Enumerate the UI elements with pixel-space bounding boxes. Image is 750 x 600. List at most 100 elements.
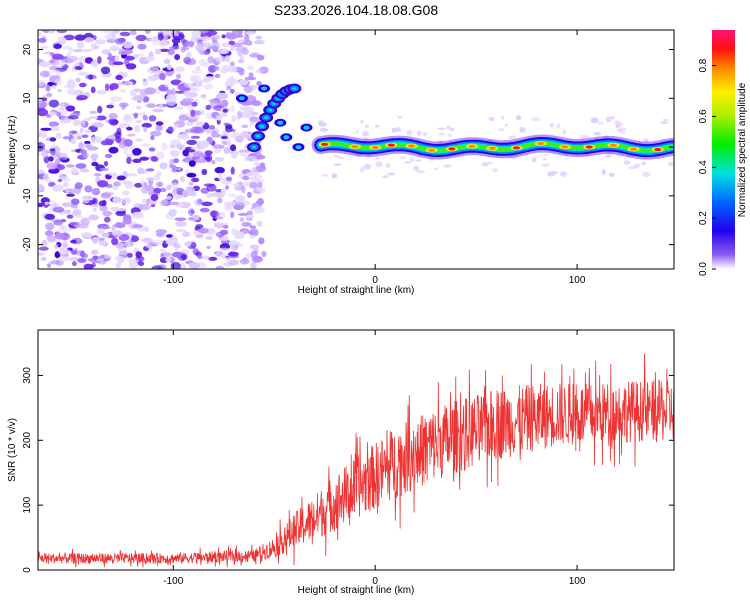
noise-blob [229, 61, 235, 67]
noise-blob [39, 46, 49, 49]
noise-blob [193, 151, 200, 157]
noise-blob [169, 158, 174, 167]
noise-blob [504, 123, 508, 127]
noise-blob [230, 245, 238, 251]
noise-blob [120, 88, 126, 93]
noise-blob [62, 209, 71, 214]
noise-blob [241, 110, 252, 117]
noise-blob [54, 243, 58, 250]
noise-blob [133, 112, 139, 119]
noise-blob [230, 105, 235, 112]
noise-blob [165, 71, 173, 77]
noise-blob [65, 164, 75, 168]
noise-blob [101, 49, 111, 55]
noise-blob [38, 202, 44, 208]
noise-blob [134, 182, 143, 188]
noise-blob [131, 211, 144, 219]
ridge-peak-core [428, 148, 436, 152]
curve-blob-center [264, 116, 269, 119]
noise-blob [238, 59, 245, 64]
noise-blob [88, 74, 93, 80]
noise-blob [68, 256, 80, 262]
noise-blob [60, 103, 65, 111]
noise-blob [43, 30, 49, 34]
noise-blob [542, 158, 547, 161]
noise-blob [62, 181, 69, 188]
noise-blob [203, 83, 214, 90]
noise-blob [84, 140, 91, 145]
noise-blob [391, 127, 396, 133]
noise-blob [195, 44, 204, 52]
noise-blob [186, 172, 197, 178]
noise-blob [83, 263, 94, 269]
noise-blob [237, 50, 243, 57]
noise-blob [586, 135, 590, 138]
noise-blob [191, 76, 198, 83]
noise-blob [197, 198, 203, 205]
ridge-peak-core [351, 145, 359, 149]
noise-blob [119, 31, 131, 37]
curve-blob-center [260, 125, 265, 128]
noise-blob [62, 242, 69, 248]
noise-blob [611, 116, 615, 120]
noise-blob [187, 40, 195, 48]
noise-blob [413, 165, 420, 171]
noise-blob [256, 179, 265, 183]
noise-blob [124, 241, 133, 248]
noise-blob [188, 262, 201, 269]
x-tick-label: -100 [163, 275, 183, 286]
noise-blob [230, 211, 235, 219]
noise-blob [110, 83, 119, 90]
noise-blob [214, 73, 221, 78]
noise-blob [147, 75, 158, 82]
noise-blob [255, 155, 266, 160]
noise-blob [91, 122, 104, 128]
noise-blob [199, 30, 209, 34]
noise-blob [158, 40, 168, 47]
noise-blob [38, 184, 45, 192]
noise-blob [128, 258, 140, 264]
colorbar-tick-label: 0.0 [698, 262, 709, 276]
noise-blob [508, 135, 517, 140]
noise-blob [75, 163, 87, 169]
noise-blob [238, 79, 248, 86]
noise-blob [318, 119, 324, 126]
noise-blob [394, 127, 402, 132]
noise-blob [38, 37, 47, 43]
noise-blob [220, 188, 227, 195]
noise-blob [155, 121, 164, 126]
noise-blob [355, 129, 359, 134]
noise-blob [40, 127, 52, 131]
transition-blob-core [277, 120, 284, 125]
noise-blob [176, 144, 185, 150]
noise-blob [244, 214, 255, 219]
noise-blob [65, 189, 70, 194]
noise-blob [91, 249, 99, 255]
noise-blob [225, 32, 238, 40]
noise-blob [99, 204, 108, 212]
noise-blob [135, 138, 144, 142]
noise-blob [61, 202, 74, 207]
noise-blob [217, 172, 223, 181]
noise-blob [51, 84, 57, 90]
noise-blob [112, 228, 118, 237]
noise-blob [244, 76, 257, 81]
noise-blob [159, 48, 170, 53]
noise-blob [59, 224, 64, 230]
noise-blob [132, 158, 142, 163]
noise-blob [38, 144, 44, 152]
noise-blob [606, 119, 612, 123]
transition-blob-core [238, 96, 245, 101]
noise-blob [178, 114, 189, 121]
noise-blob [50, 69, 61, 73]
noise-blob [91, 198, 97, 204]
noise-blob [257, 197, 264, 206]
noise-blob [90, 136, 103, 144]
noise-blob [104, 83, 110, 92]
noise-blob [93, 173, 102, 177]
noise-blob [49, 137, 57, 142]
noise-blob [193, 229, 199, 236]
noise-blob [180, 176, 185, 182]
noise-blob [151, 265, 163, 269]
